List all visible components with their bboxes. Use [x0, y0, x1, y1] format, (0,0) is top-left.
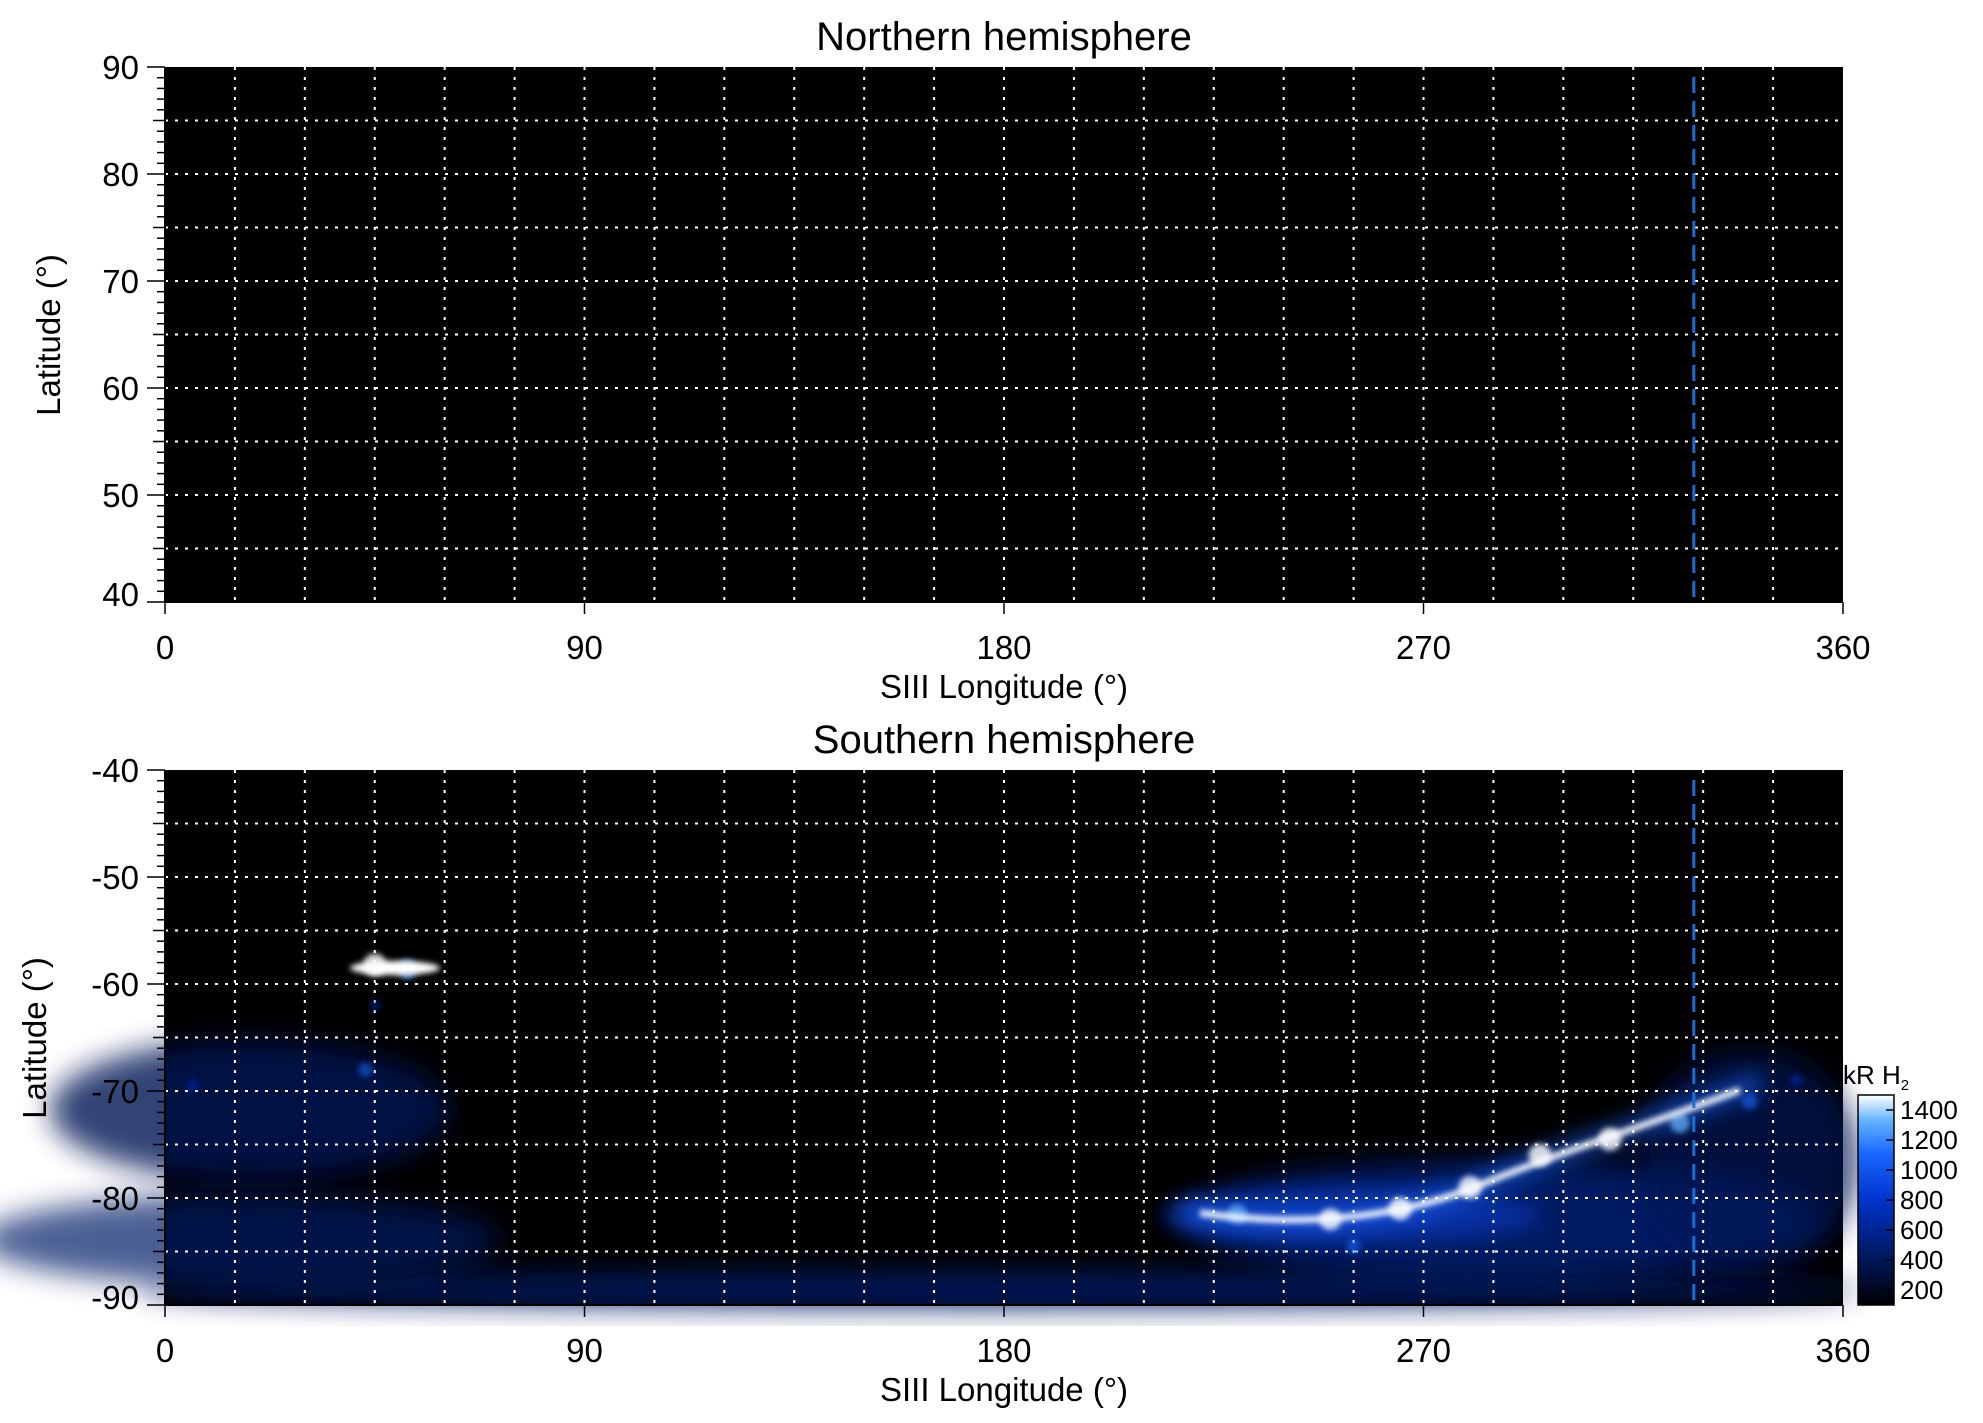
southern-panel: Southern hemisphere -40 -50 -60 -70 -80 -90 0…: [0, 718, 1871, 1408]
colorbar-label-subscript: 2: [1901, 1077, 1909, 1094]
y-tick-label: -90: [91, 1279, 139, 1316]
panel-title-north: Northern hemisphere: [816, 15, 1192, 59]
y-tick-label: 70: [102, 263, 139, 300]
colorbar-tick-label: 1200: [1900, 1125, 1958, 1155]
diffuse-patch-left-low: [0, 1195, 500, 1285]
y-tick-label: -60: [91, 966, 139, 1003]
auroral-arc-core: [1199, 1086, 1742, 1224]
x-tick-label: 360: [1815, 629, 1870, 666]
x-tick-label: 90: [566, 629, 603, 666]
y-tick-label: 80: [102, 156, 139, 193]
x-tick-label: 0: [156, 629, 174, 666]
diffuse-patch-left: [50, 1040, 450, 1180]
x-axis-label-north: SIII Longitude (°): [880, 668, 1128, 705]
x-tick-label: 180: [976, 1332, 1031, 1369]
x-tick-label: 270: [1396, 629, 1451, 666]
colorbar-tick-label: 800: [1900, 1185, 1943, 1215]
bright-spot-upper: [350, 961, 440, 975]
x-axis-south: 0 90 180 270 360: [156, 1305, 1871, 1369]
emission-point: [1742, 1093, 1758, 1110]
diffuse-band-bottom: [140, 1272, 1860, 1308]
y-tick-label: 40: [102, 576, 139, 613]
colorbar-label: kR H2: [1843, 1060, 1909, 1094]
colorbar-label-text: kR H: [1843, 1060, 1901, 1090]
x-axis-north: 0 90 180 270 360: [156, 602, 1871, 666]
y-tick-label: 90: [102, 49, 139, 86]
emission-point: [358, 1062, 373, 1077]
colorbar-tick-label: 400: [1900, 1245, 1943, 1275]
emission-point: [369, 999, 381, 1012]
x-tick-label: 0: [156, 1332, 174, 1369]
colorbar-tick-label: 1400: [1900, 1095, 1958, 1125]
colorbar-tick-label: 200: [1900, 1275, 1943, 1305]
x-tick-label: 270: [1396, 1332, 1451, 1369]
emission-point: [187, 1079, 199, 1092]
y-axis-label-north: Latitude (°): [30, 254, 67, 416]
colorbar-tick-label: 600: [1900, 1215, 1943, 1245]
y-tick-label: 50: [102, 477, 139, 514]
x-tick-label: 90: [566, 1332, 603, 1369]
emission-point: [1346, 1238, 1361, 1254]
y-tick-label: 60: [102, 370, 139, 407]
colorbar-tick-label: 1000: [1900, 1155, 1958, 1185]
emission-point: [1669, 1113, 1690, 1133]
plot-area-north: [165, 67, 1843, 602]
y-tick-label: -80: [91, 1180, 139, 1217]
y-tick-label: -40: [91, 752, 139, 789]
y-tick-label: -70: [91, 1073, 139, 1110]
emission-point: [1790, 1074, 1803, 1087]
northern-panel: Northern hemisphere 90 80 70 60 50 40 0 90 180 2…: [30, 15, 1871, 705]
y-tick-label: -50: [91, 859, 139, 896]
x-tick-label: 360: [1815, 1332, 1870, 1369]
x-axis-label-south: SIII Longitude (°): [880, 1371, 1128, 1408]
x-tick-label: 180: [976, 629, 1031, 666]
panel-title-south: Southern hemisphere: [813, 718, 1195, 762]
y-axis-label-south: Latitude (°): [16, 957, 53, 1119]
y-axis-south: -40 -50 -60 -70 -80 -90: [91, 752, 1843, 1316]
